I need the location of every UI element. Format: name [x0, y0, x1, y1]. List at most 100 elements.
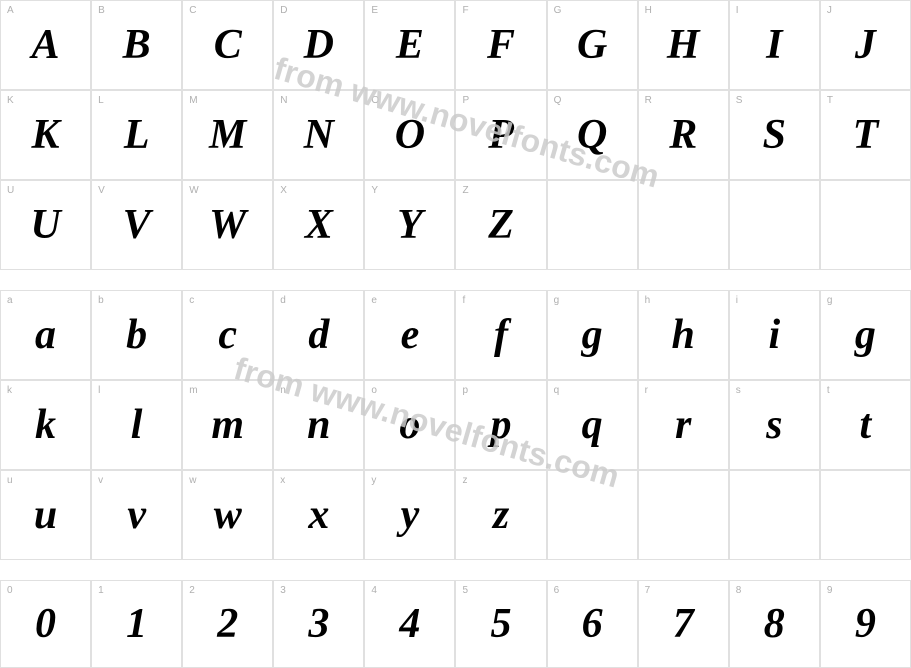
cell-label: L — [98, 95, 104, 106]
glyph: 1 — [126, 603, 147, 645]
glyph-cell: ee — [364, 290, 455, 380]
glyph-cell: cc — [182, 290, 273, 380]
cell-label: G — [554, 5, 562, 16]
glyph-cell: ii — [729, 290, 820, 380]
char-row: uu vv ww xx yy zz — [0, 470, 911, 560]
glyph: a — [35, 314, 56, 356]
char-row: kk ll mm nn oo pp qq rr ss tt — [0, 380, 911, 470]
cell-label: S — [736, 95, 743, 106]
char-row: 00 11 22 33 44 55 66 77 88 99 — [0, 580, 911, 668]
glyph: p — [491, 404, 512, 446]
glyph: U — [30, 204, 60, 246]
glyph-cell: 66 — [547, 580, 638, 668]
glyph: J — [855, 24, 876, 66]
glyph-cell: 88 — [729, 580, 820, 668]
cell-label: p — [462, 385, 468, 396]
font-specimen-grid: AA BB CC DD EE FF GG HH II JJ KK LL MM N… — [0, 0, 911, 668]
glyph-cell: CC — [182, 0, 273, 90]
glyph: G — [577, 24, 607, 66]
cell-label: I — [736, 5, 739, 16]
glyph-cell: hh — [638, 290, 729, 380]
glyph: d — [308, 314, 329, 356]
glyph: P — [488, 114, 514, 156]
cell-label: Q — [554, 95, 562, 106]
glyph: m — [211, 404, 244, 446]
glyph: 3 — [308, 603, 329, 645]
glyph-cell: dd — [273, 290, 364, 380]
cell-label: e — [371, 295, 377, 306]
glyph-cell: 33 — [273, 580, 364, 668]
glyph-cell: 11 — [91, 580, 182, 668]
cell-label: g — [554, 295, 560, 306]
glyph-cell: BB — [91, 0, 182, 90]
glyph-cell: yy — [364, 470, 455, 560]
glyph-cell: QQ — [547, 90, 638, 180]
glyph-cell: gg — [820, 290, 911, 380]
glyph-cell: DD — [273, 0, 364, 90]
glyph-cell: mm — [182, 380, 273, 470]
cell-label: 2 — [189, 585, 195, 596]
cell-label: n — [280, 385, 286, 396]
glyph: 0 — [35, 603, 56, 645]
glyph: I — [766, 24, 782, 66]
glyph-cell: kk — [0, 380, 91, 470]
glyph-cell: uu — [0, 470, 91, 560]
glyph: f — [494, 314, 508, 356]
cell-label: X — [280, 185, 287, 196]
cell-label: 8 — [736, 585, 742, 596]
glyph-cell: ss — [729, 380, 820, 470]
glyph-cell: tt — [820, 380, 911, 470]
glyph-cell: ww — [182, 470, 273, 560]
glyph: c — [218, 314, 237, 356]
glyph-cell: XX — [273, 180, 364, 270]
cell-label: y — [371, 475, 376, 486]
cell-label: d — [280, 295, 286, 306]
glyph-cell — [820, 470, 911, 560]
glyph: w — [214, 494, 242, 536]
cell-label: A — [7, 5, 14, 16]
glyph: R — [669, 114, 697, 156]
glyph: t — [860, 404, 872, 446]
glyph: 6 — [582, 603, 603, 645]
glyph-cell: pp — [455, 380, 546, 470]
cell-label: i — [736, 295, 738, 306]
glyph-cell: aa — [0, 290, 91, 380]
cell-label: V — [98, 185, 105, 196]
cell-label: C — [189, 5, 196, 16]
glyph: D — [304, 24, 334, 66]
glyph-cell: zz — [455, 470, 546, 560]
glyph-cell: 22 — [182, 580, 273, 668]
glyph-cell: LL — [91, 90, 182, 180]
cell-label: x — [280, 475, 285, 486]
glyph: l — [131, 404, 143, 446]
group-gap — [0, 270, 911, 290]
glyph-cell — [638, 180, 729, 270]
char-row: aa bb cc dd ee ff gg hh ii gg — [0, 290, 911, 380]
glyph-cell: TT — [820, 90, 911, 180]
glyph: 7 — [673, 603, 694, 645]
glyph-cell — [547, 180, 638, 270]
glyph: r — [675, 404, 691, 446]
glyph: H — [667, 24, 700, 66]
glyph: 8 — [764, 603, 785, 645]
glyph-cell: ZZ — [455, 180, 546, 270]
glyph: C — [214, 24, 242, 66]
glyph: W — [209, 204, 246, 246]
char-row: KK LL MM NN OO PP QQ RR SS TT — [0, 90, 911, 180]
glyph: Y — [397, 204, 423, 246]
cell-label: t — [827, 385, 830, 396]
glyph: T — [853, 114, 879, 156]
glyph-cell: 00 — [0, 580, 91, 668]
glyph: Q — [577, 114, 607, 156]
glyph: X — [305, 204, 333, 246]
glyph-cell: WW — [182, 180, 273, 270]
cell-label: u — [7, 475, 13, 486]
cell-label: Z — [462, 185, 468, 196]
cell-label: M — [189, 95, 197, 106]
cell-label: 6 — [554, 585, 560, 596]
cell-label: W — [189, 185, 198, 196]
glyph: e — [401, 314, 420, 356]
glyph-cell: AA — [0, 0, 91, 90]
glyph-cell: YY — [364, 180, 455, 270]
group-digits: 00 11 22 33 44 55 66 77 88 99 — [0, 580, 911, 668]
